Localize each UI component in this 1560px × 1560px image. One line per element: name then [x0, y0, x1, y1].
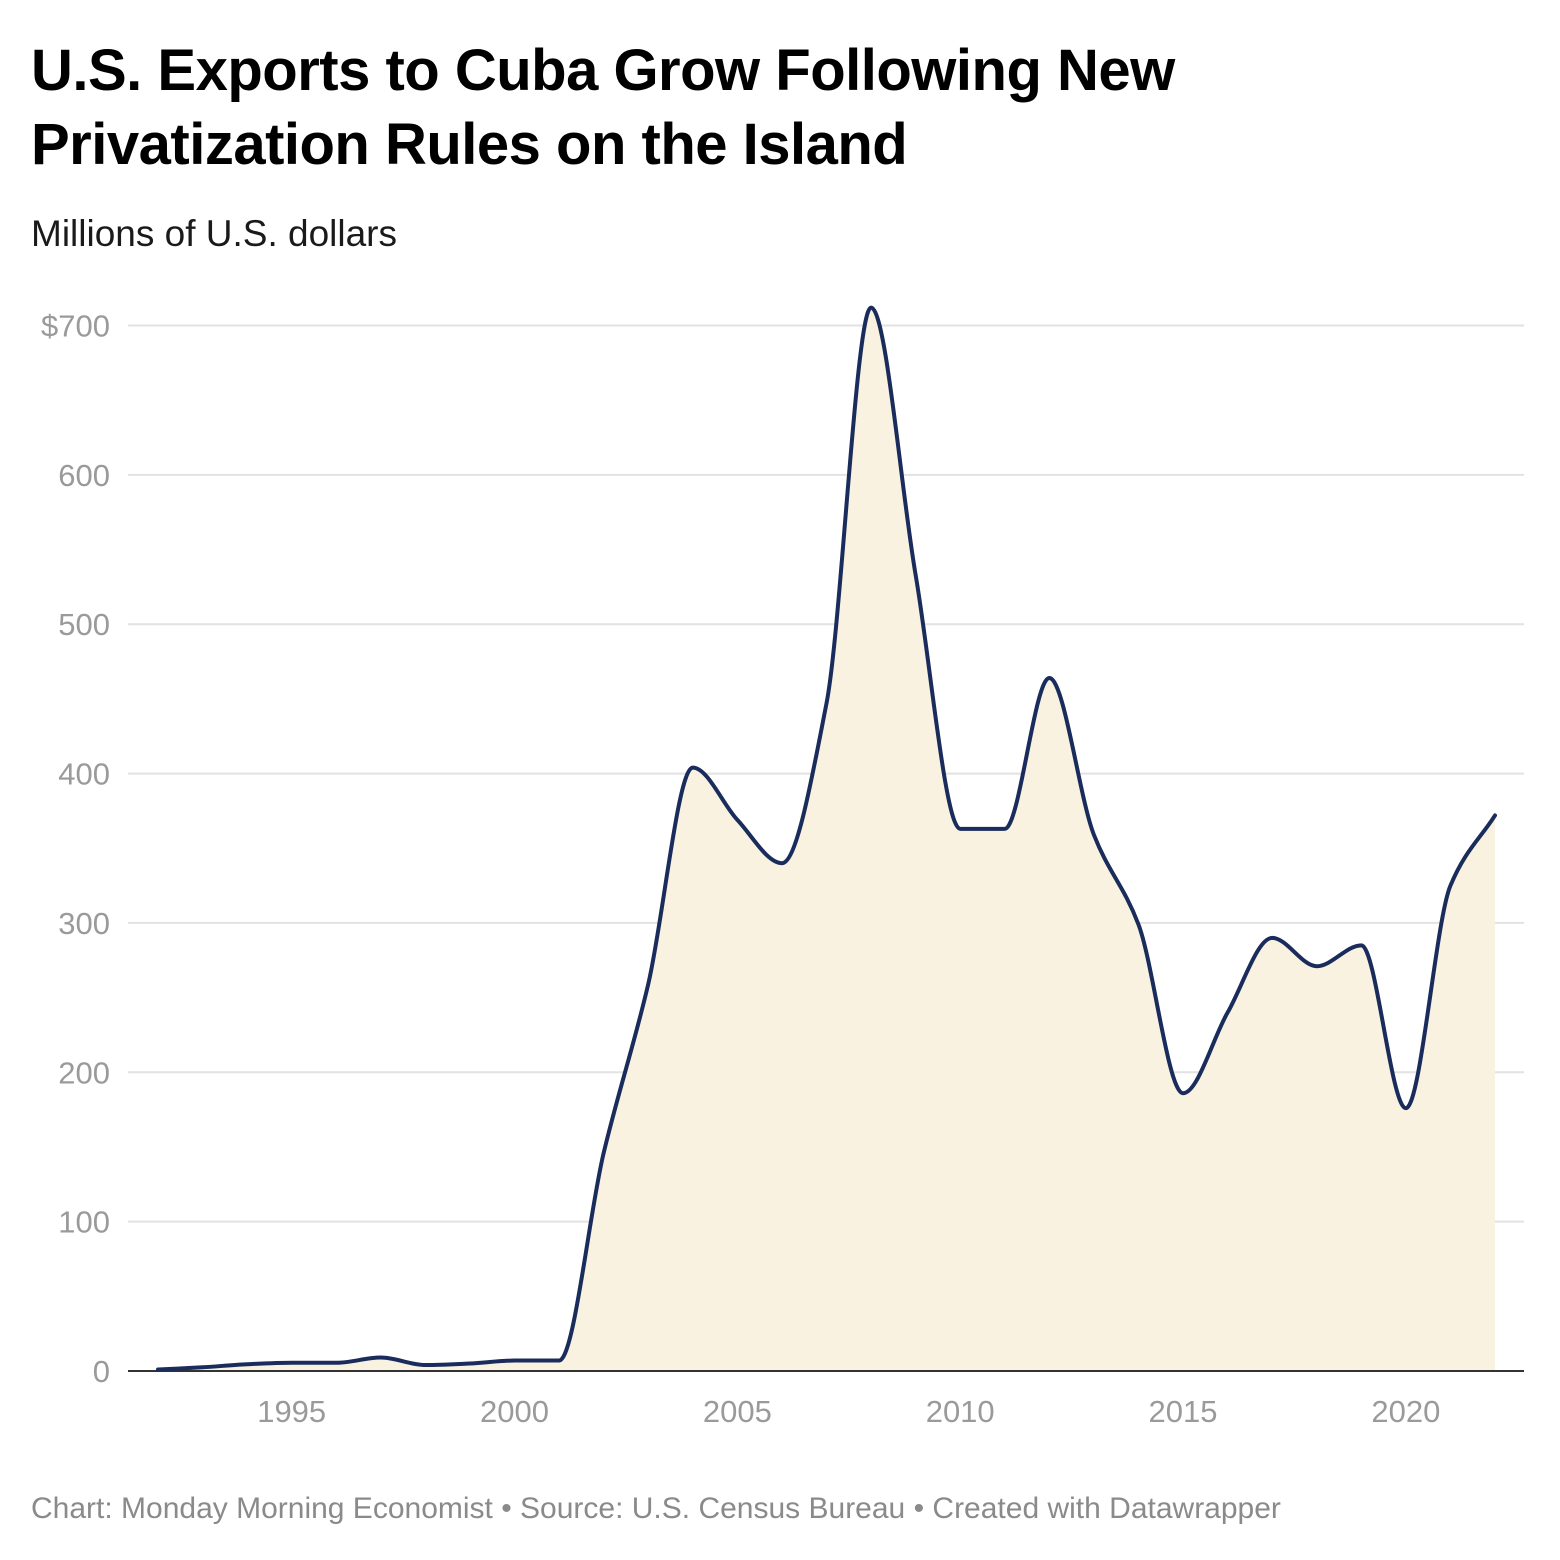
y-tick-label: 0	[93, 1354, 110, 1389]
x-tick-labels: 1995 2000 2005 2010 2015 2020	[257, 1394, 1440, 1429]
y-tick-label: 600	[58, 458, 110, 493]
data-point-2006	[776, 857, 788, 869]
data-point-2005	[731, 814, 743, 826]
x-tick-label: 2020	[1371, 1394, 1440, 1429]
chart-footer: Chart: Monday Morning Economist • Source…	[31, 1492, 1281, 1525]
y-tick-label: 500	[58, 607, 110, 642]
y-tick-label: 100	[58, 1205, 110, 1240]
data-point-1996	[330, 1357, 342, 1369]
data-point-1997	[375, 1352, 387, 1364]
data-point-2001	[553, 1355, 565, 1367]
data-point-2011	[999, 823, 1011, 835]
y-tick-label: $700	[41, 309, 110, 344]
y-tick-label: 400	[58, 757, 110, 792]
data-point-2019	[1355, 939, 1367, 951]
y-tick-label: 200	[58, 1055, 110, 1090]
data-point-2008	[865, 302, 877, 314]
data-point-2007	[821, 697, 833, 709]
y-tick-label: 300	[58, 906, 110, 941]
data-point-2004	[687, 762, 699, 774]
data-point-2017	[1266, 932, 1278, 944]
data-point-2014	[1132, 918, 1144, 930]
data-point-2016	[1222, 1007, 1234, 1019]
x-tick-label: 2010	[926, 1394, 995, 1429]
data-point-2018	[1311, 960, 1323, 972]
chart-subtitle: Millions of U.S. dollars	[31, 213, 398, 254]
data-point-1998	[419, 1359, 431, 1371]
area-fill	[158, 307, 1495, 1372]
chart-plot: 0 100 200 300 400 500 600 $700 1995 2000 2005 2010…	[41, 302, 1524, 1429]
x-tick-label: 2015	[1149, 1394, 1218, 1429]
x-tick-label: 2005	[703, 1394, 772, 1429]
data-point-2022	[1489, 809, 1501, 821]
data-point-2012	[1043, 672, 1055, 684]
data-point-2020	[1400, 1102, 1412, 1114]
data-point-1992	[152, 1364, 164, 1376]
data-point-2010	[954, 823, 966, 835]
data-point-2021	[1444, 880, 1456, 892]
data-point-2003	[642, 978, 654, 990]
chart-title: U.S. Exports to Cuba Grow Following New …	[31, 38, 1175, 177]
series-line	[156, 305, 1497, 1372]
data-point-2009	[910, 569, 922, 581]
y-tick-labels: 0 100 200 300 400 500 600 $700	[41, 309, 110, 1390]
x-tick-label: 2000	[480, 1394, 549, 1429]
data-point-2013	[1088, 829, 1100, 841]
data-point-2002	[598, 1147, 610, 1159]
data-point-1995	[286, 1357, 298, 1369]
data-point-2000	[509, 1355, 521, 1367]
data-point-1999	[464, 1358, 476, 1370]
x-tick-label: 1995	[257, 1394, 326, 1429]
data-point-1993	[197, 1361, 209, 1373]
data-point-2015	[1177, 1087, 1189, 1099]
data-point-1994	[241, 1358, 253, 1370]
